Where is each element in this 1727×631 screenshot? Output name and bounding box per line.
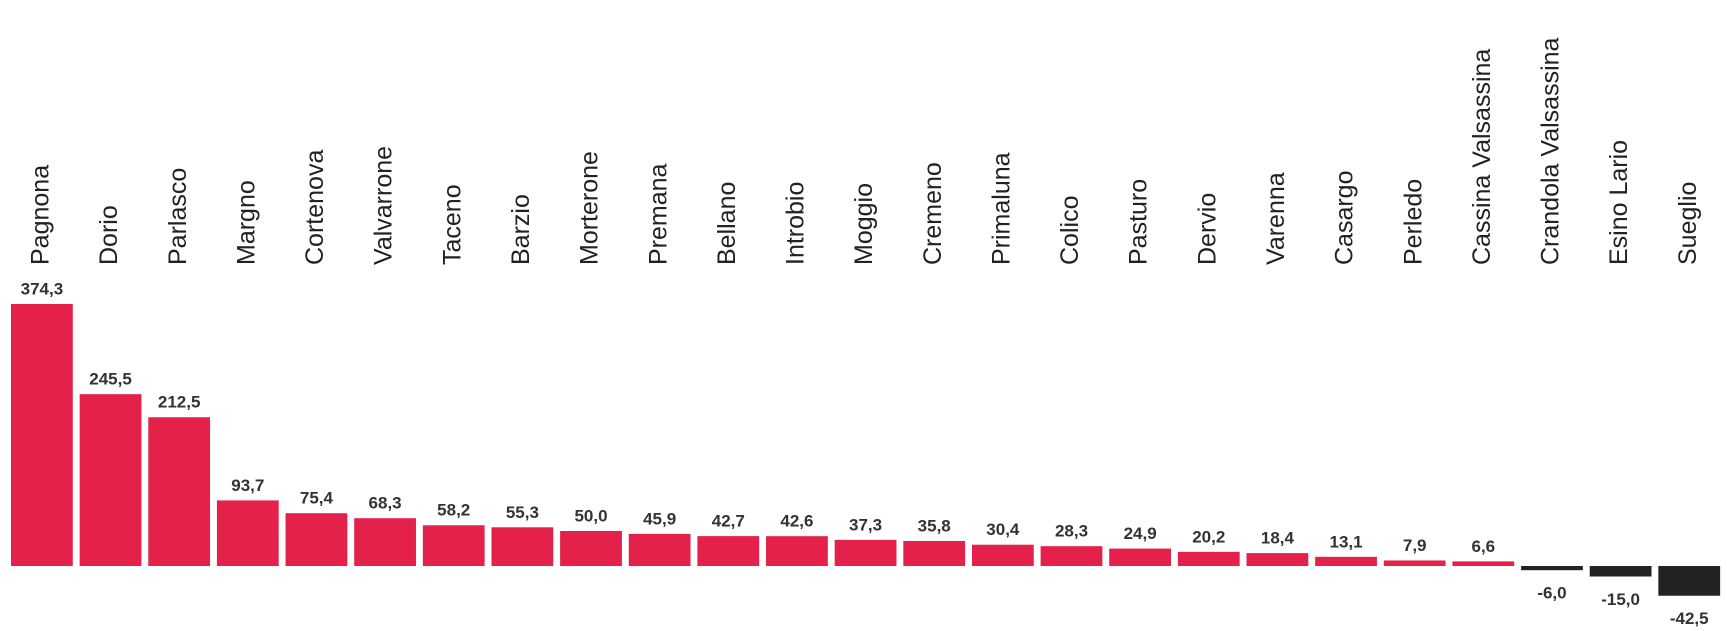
bar [148, 417, 211, 566]
category-label: Cassina Valsassina [1468, 49, 1496, 265]
category-label: Premana [644, 163, 672, 265]
category-label: Dorio [95, 205, 123, 265]
bar [216, 500, 279, 566]
value-label: 18,4 [1261, 529, 1295, 548]
category-label: Moggio [850, 183, 878, 265]
value-label: 45,9 [643, 509, 676, 528]
category-label: Margno [232, 180, 260, 265]
bar [1315, 556, 1377, 566]
bar [1109, 548, 1172, 566]
bar [834, 539, 897, 566]
value-label: -6,0 [1537, 584, 1566, 603]
category-label: Pagnona [26, 165, 54, 265]
value-label: 93,7 [231, 476, 264, 495]
category-label: Colico [1056, 196, 1084, 265]
value-label: 212,5 [158, 393, 201, 412]
bar [903, 540, 966, 566]
category-label: Sueglio [1674, 182, 1702, 265]
bar [1658, 566, 1721, 596]
bar [766, 536, 828, 566]
category-label: Esino Lario [1605, 140, 1633, 265]
bar [79, 394, 142, 566]
value-label: 7,9 [1403, 536, 1427, 555]
category-label: Crandola Valsassina [1537, 37, 1565, 265]
category-label: Varenna [1262, 172, 1290, 265]
value-label: 50,0 [574, 506, 607, 525]
category-label: Valvarrone [370, 146, 398, 265]
value-label: 55,3 [506, 503, 539, 522]
bar [422, 525, 485, 566]
bar [697, 536, 760, 566]
category-label: Parlasco [164, 168, 192, 265]
category-label: Bellano [713, 182, 741, 265]
value-label: 58,2 [437, 501, 470, 520]
bar [11, 304, 73, 566]
value-label: 42,6 [780, 512, 813, 531]
bar [628, 533, 691, 566]
value-label: 374,3 [21, 279, 64, 298]
value-label: -42,5 [1670, 609, 1709, 628]
category-label: Morterone [576, 151, 604, 265]
value-label: 13,1 [1330, 532, 1363, 551]
bar [1040, 546, 1103, 566]
value-label: 20,2 [1192, 527, 1225, 546]
category-label: Primaluna [987, 152, 1015, 265]
category-label: Cremeno [919, 162, 947, 265]
value-label: 24,9 [1124, 524, 1157, 543]
bar [1383, 560, 1446, 566]
value-label: 6,6 [1472, 537, 1496, 556]
value-label: 30,4 [986, 520, 1020, 539]
bar [354, 518, 416, 566]
bar [1177, 551, 1240, 566]
category-label: Pasturo [1125, 179, 1153, 265]
category-label: Perledo [1399, 179, 1427, 265]
category-label: Introbio [782, 182, 810, 265]
value-label: 75,4 [300, 489, 334, 508]
category-label: Casargo [1331, 171, 1359, 266]
category-label: Cortenova [301, 150, 329, 265]
bar [1589, 566, 1652, 577]
category-label: Barzio [507, 194, 535, 265]
value-label: -15,0 [1601, 590, 1640, 609]
value-label: 42,7 [712, 512, 745, 531]
value-label: 28,3 [1055, 522, 1088, 541]
value-label: 68,3 [369, 494, 402, 513]
category-label: Taceno [438, 184, 466, 265]
bar [1452, 561, 1515, 566]
bar [491, 527, 554, 566]
bar [1521, 566, 1583, 571]
bar [971, 544, 1034, 566]
bar [1246, 553, 1309, 566]
bar [285, 513, 348, 566]
value-label: 245,5 [89, 370, 132, 389]
value-label: 35,8 [918, 516, 951, 535]
value-label: 37,3 [849, 515, 882, 534]
category-label: Dervio [1193, 193, 1221, 265]
bar [560, 531, 622, 566]
